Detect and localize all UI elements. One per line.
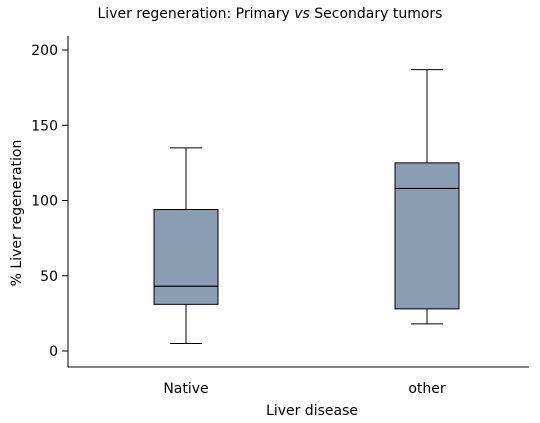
y-tick-label: 50 (40, 269, 58, 285)
y-tick-label: 150 (31, 118, 58, 134)
chart-title-part-1: Liver regeneration: Primary (97, 6, 295, 22)
y-tick-label: 200 (31, 43, 58, 59)
y-axis-label: % Liver regeneration (9, 140, 25, 287)
x-tick-label-native: Native (163, 381, 208, 397)
y-tick-label: 100 (31, 194, 58, 210)
x-tick-label-other: other (408, 381, 446, 397)
chart-title-part-2: Secondary tumors (309, 6, 443, 22)
chart-title-vs: vs (294, 6, 310, 22)
box-native-iqr (153, 209, 219, 305)
x-axis-label: Liver disease (266, 403, 358, 419)
box-other-iqr (394, 162, 460, 310)
chart-title: Liver regeneration: Primary vs Secondary… (0, 6, 540, 22)
y-tick-label: 0 (49, 344, 58, 360)
